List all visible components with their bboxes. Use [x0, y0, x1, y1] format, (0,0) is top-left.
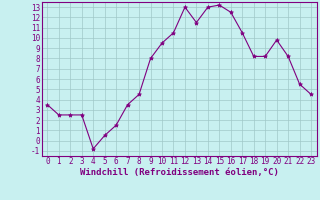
X-axis label: Windchill (Refroidissement éolien,°C): Windchill (Refroidissement éolien,°C): [80, 168, 279, 177]
